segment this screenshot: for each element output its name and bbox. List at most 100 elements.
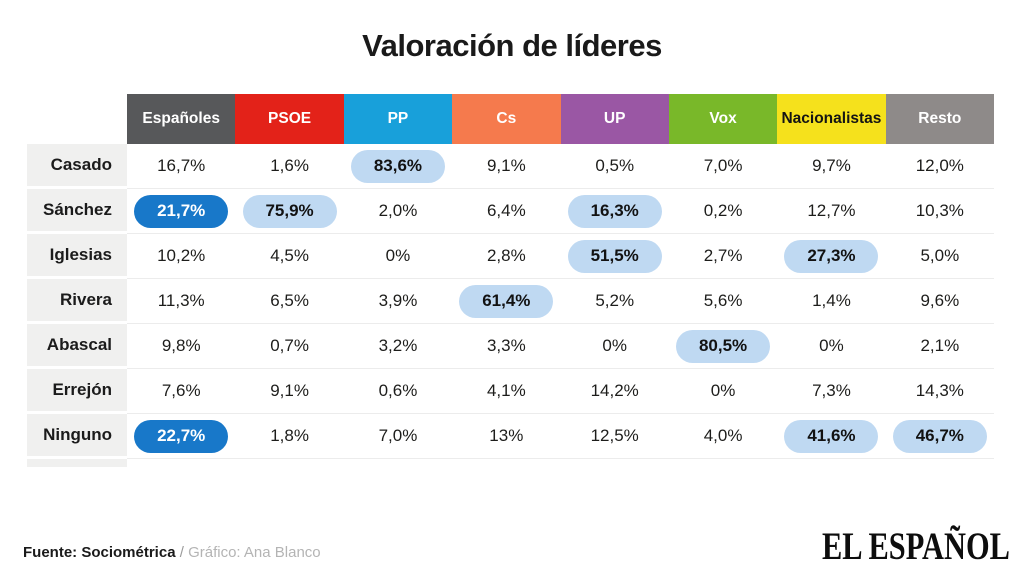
value-cell: 6,5% [235,279,344,324]
column-header-pp: PP [343,94,453,144]
value-cell: 12,7% [777,189,886,234]
value-text: 6,4% [486,201,526,220]
row-label-casado: Casado [27,144,127,189]
value-text: 2,8% [486,246,526,265]
row-label-errejón: Errejón [27,369,127,414]
value-text: 10,3% [915,201,964,220]
value-text: 7,0% [703,156,743,175]
value-cell: 14,3% [885,369,994,414]
value-cell: 16,3% [560,189,669,234]
value-cell: 21,7% [127,189,236,234]
value-text: 0% [602,336,627,355]
value-text: 5,0% [920,246,960,265]
value-cell: 2,8% [452,234,561,279]
value-cell: 0% [560,324,669,369]
value-cell: 5,6% [668,279,778,324]
value-cell: 9,8% [127,324,236,369]
value-cell: 2,1% [885,324,994,369]
highlight-pill-light: 51,5% [567,239,662,273]
value-cell: 0,6% [343,369,453,414]
highlight-pill-dark: 22,7% [134,419,229,453]
column-header-up: UP [560,94,669,144]
value-text: 3,2% [378,336,418,355]
value-cell: 12,5% [560,414,669,459]
value-cell: 0% [343,234,453,279]
value-text: 12,5% [590,426,639,445]
source-label: Fuente: Sociométrica [23,544,176,561]
value-cell: 0,2% [668,189,778,234]
row-label-rivera: Rivera [27,279,127,324]
value-cell: 9,1% [235,369,344,414]
highlight-pill-dark: 21,7% [134,194,229,228]
value-cell: 4,0% [668,414,778,459]
value-cell: 9,7% [777,144,886,189]
value-cell: 3,9% [343,279,453,324]
value-cell: 83,6% [343,144,453,189]
value-text: 0,2% [703,201,743,220]
row-label-sánchez: Sánchez [27,189,127,234]
value-cell: 0,7% [235,324,344,369]
column-header-vox: Vox [668,94,778,144]
value-text: 5,6% [703,291,743,310]
value-text: 7,6% [161,381,201,400]
value-text: 13% [489,426,524,445]
highlight-pill-light: 27,3% [784,239,879,273]
column-header-psoe: PSOE [235,94,344,144]
value-cell: 0% [668,369,778,414]
row-label-abascal: Abascal [27,324,127,369]
value-text: 0% [710,381,736,400]
value-cell: 16,7% [127,144,236,189]
value-text: 14,3% [915,381,964,400]
value-text: 11,3% [157,291,205,310]
value-text: 0,5% [595,156,635,175]
value-text: 9,8% [161,336,201,355]
value-cell: 4,1% [452,369,561,414]
value-text: 1,4% [812,291,851,310]
value-text: 3,3% [486,336,526,355]
value-cell: 1,4% [777,279,886,324]
value-cell: 6,4% [452,189,561,234]
value-cell: 46,7% [885,414,994,459]
value-cell: 10,3% [885,189,994,234]
value-text: 2,0% [378,201,418,220]
value-text: 9,1% [270,381,309,400]
credit-label: Gráfico: Ana Blanco [188,544,321,561]
value-text: 9,6% [920,291,960,310]
value-text: 4,1% [486,381,526,400]
source-line: Fuente: Sociométrica / Gráfico: Ana Blan… [23,544,321,561]
highlight-pill-light: 75,9% [242,194,337,228]
column-header-cs: Cs [452,94,561,144]
value-cell: 7,0% [343,414,453,459]
highlight-pill-light: 61,4% [459,284,554,318]
value-text: 4,0% [703,426,743,445]
value-cell: 22,7% [127,414,236,459]
value-cell: 7,0% [668,144,778,189]
value-cell: 7,3% [777,369,886,414]
table-corner [27,94,127,144]
brand-logo: EL ESPAÑOL [822,525,1010,568]
value-text: 1,6% [270,156,309,175]
value-cell: 5,0% [885,234,994,279]
column-header-nacionalistas: Nacionalistas [777,94,886,144]
value-cell: 3,3% [452,324,561,369]
value-cell: 13% [452,414,561,459]
value-text: 16,7% [157,156,206,175]
value-text: 1,8% [270,426,309,445]
value-cell: 41,6% [777,414,886,459]
value-text: 2,7% [703,246,743,265]
value-cell: 1,6% [235,144,344,189]
value-text: 9,1% [486,156,526,175]
value-text: 2,1% [920,336,960,355]
value-cell: 1,8% [235,414,344,459]
value-cell: 61,4% [452,279,561,324]
value-cell: 11,3% [127,279,236,324]
highlight-pill-light: 83,6% [350,149,445,183]
column-header-españoles: Españoles [127,94,236,144]
value-text: 3,9% [378,291,418,310]
value-text: 4,5% [270,246,309,265]
value-cell: 0,5% [560,144,669,189]
value-text: 7,0% [378,426,418,445]
column-header-resto: Resto [885,94,994,144]
value-text: 0% [385,246,411,265]
highlight-pill-light: 41,6% [784,419,879,453]
